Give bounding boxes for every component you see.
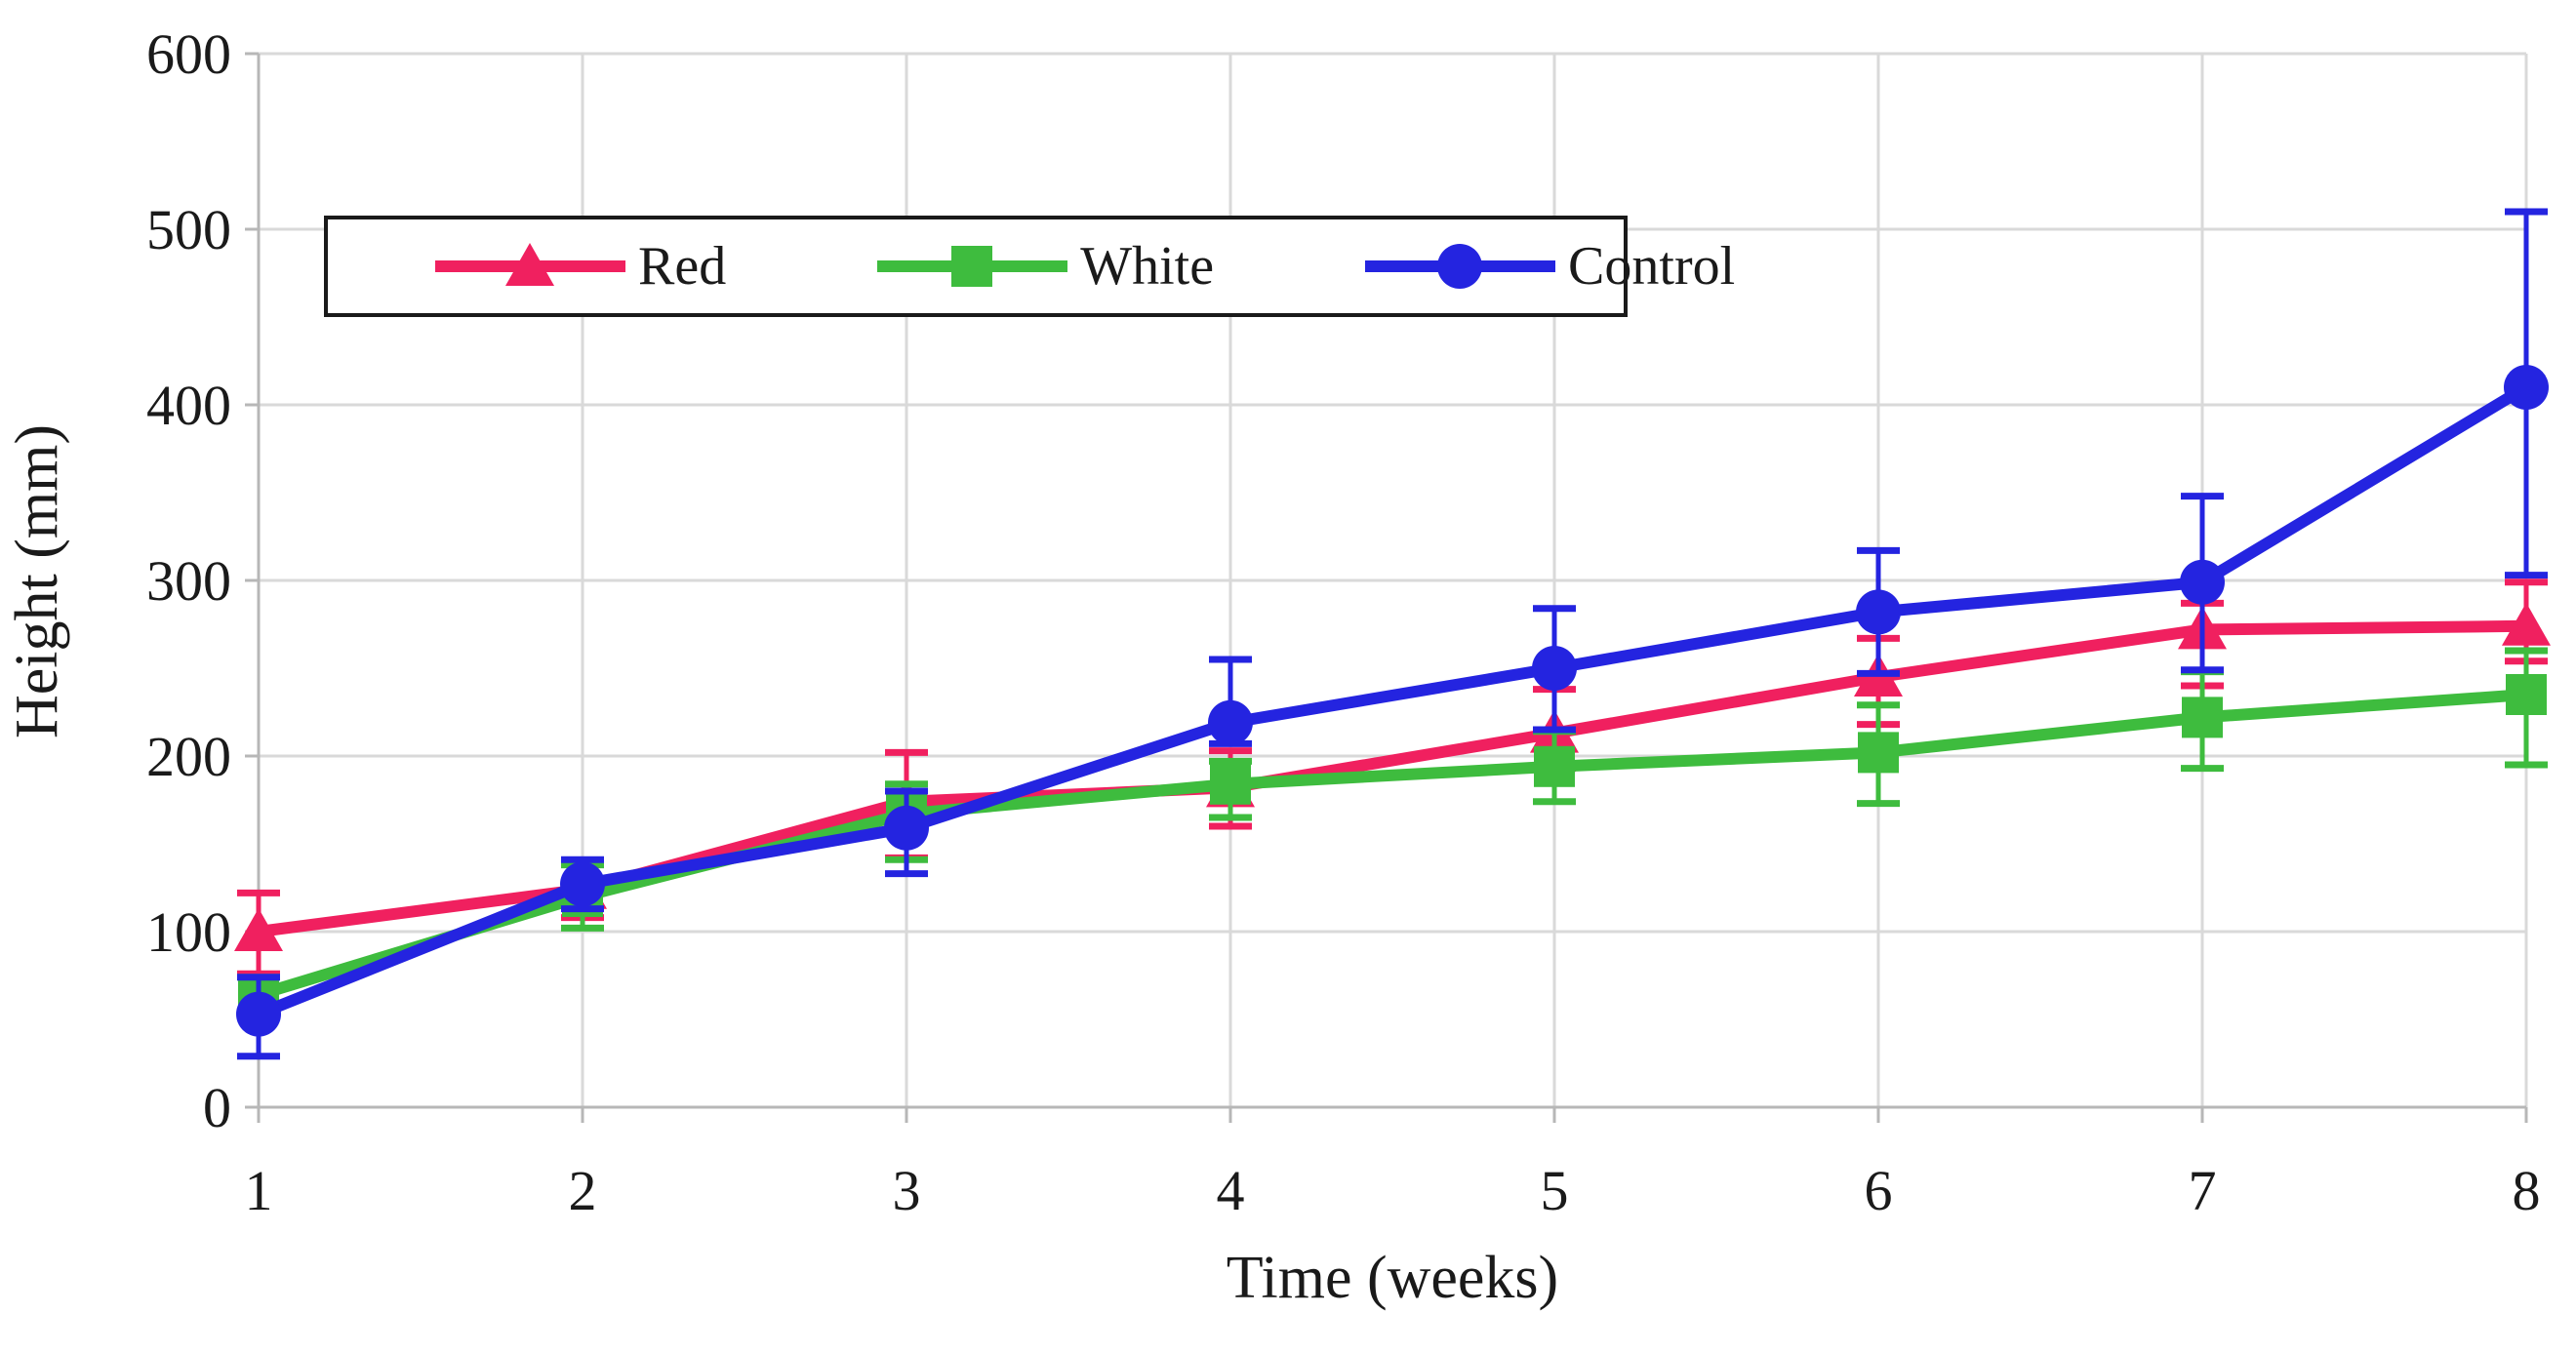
data-point-marker-square <box>1858 732 1899 774</box>
data-point-marker-square <box>2182 697 2223 738</box>
legend-marker-triangle <box>435 243 625 286</box>
x-tick-label: 8 <box>2513 1159 2541 1222</box>
legend-item-red: Red <box>430 235 726 298</box>
data-point-marker-circle <box>236 991 281 1037</box>
x-tick-label: 6 <box>1865 1159 1893 1222</box>
data-point-marker-circle <box>1208 699 1253 745</box>
legend-item-white: White <box>872 235 1214 298</box>
tick-labels: 0 100 200 300 400 500 600 1 2 3 4 5 6 7 8 <box>146 22 2541 1222</box>
y-axis-title: Height (mm) <box>4 424 70 738</box>
data-point-marker-circle <box>560 861 605 907</box>
y-tick-label: 100 <box>146 900 231 964</box>
y-tick-label: 600 <box>146 22 231 86</box>
series-line <box>253 381 2532 1020</box>
data-point-marker-circle <box>2180 559 2225 605</box>
legend-box: Red White Control <box>324 216 1735 317</box>
data-point-marker-triangle <box>505 243 554 286</box>
series-control <box>236 208 2549 1060</box>
x-tick-label: 2 <box>569 1159 597 1222</box>
data-point-marker-square <box>951 246 993 287</box>
data-point-marker-circle <box>884 805 929 851</box>
data-point-marker-square <box>1534 745 1575 787</box>
x-tick-label: 7 <box>2189 1159 2217 1222</box>
x-tick-label: 1 <box>245 1159 273 1222</box>
x-tick-label: 4 <box>1217 1159 1245 1222</box>
y-tick-label: 500 <box>146 198 231 261</box>
data-point-marker-circle <box>1532 646 1577 691</box>
series-line <box>253 689 2532 1001</box>
legend-item-control: Control <box>1360 235 1735 298</box>
y-tick-label: 400 <box>146 374 231 437</box>
data-series <box>234 208 2551 1060</box>
x-tick-label: 3 <box>893 1159 921 1222</box>
legend-marker-circle <box>1365 244 1556 289</box>
y-tick-label: 0 <box>203 1076 231 1139</box>
y-tick-label: 200 <box>146 725 231 788</box>
legend-label: Red <box>638 236 727 297</box>
legend-label: White <box>1080 236 1215 297</box>
legend-marker-square <box>877 246 1068 287</box>
data-point-marker-triangle <box>2502 602 2551 646</box>
data-point-marker-square <box>1210 763 1251 805</box>
data-point-marker-circle <box>1856 589 1901 635</box>
legend-label: Control <box>1568 236 1736 297</box>
x-axis-title: Time (weeks) <box>1227 1245 1558 1311</box>
data-point-marker-square <box>2506 674 2547 715</box>
y-tick-label: 300 <box>146 549 231 613</box>
x-tick-label: 5 <box>1541 1159 1569 1222</box>
data-point-marker-circle <box>1437 244 1483 289</box>
data-point-marker-triangle <box>234 908 283 951</box>
data-point-marker-circle <box>2504 365 2549 410</box>
